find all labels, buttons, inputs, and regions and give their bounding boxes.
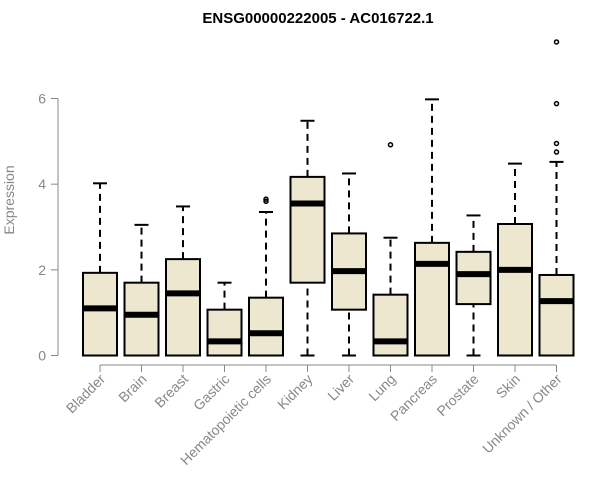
x-tick-label: Prostate (433, 371, 481, 419)
box-hematopoietic-cells (248, 196, 284, 357)
y-axis: 0 2 4 6 (38, 91, 59, 364)
box-unknown-other (538, 39, 575, 357)
y-tick-label: 0 (38, 348, 46, 364)
chart-title: ENSG00000222005 - AC016722.1 (202, 10, 433, 27)
box-pancreas (414, 98, 450, 357)
outlier-point (553, 149, 560, 155)
iqr-box (289, 175, 326, 284)
box-bladder (82, 182, 118, 357)
box-prostate (455, 214, 492, 357)
box-gastric (206, 281, 243, 357)
outlier-point (553, 100, 560, 107)
y-tick-label: 6 (38, 91, 46, 107)
box-series (82, 39, 575, 357)
x-tick-label: Bladder (63, 371, 109, 417)
x-tick-label: Lung (365, 371, 398, 404)
outlier-point (387, 142, 394, 148)
y-tick-label: 2 (38, 262, 46, 278)
iqr-box (497, 223, 533, 357)
box-kidney (289, 119, 326, 357)
outlier-point (263, 196, 269, 202)
outlier-point (553, 140, 560, 147)
box-skin (497, 162, 533, 357)
x-tick-label: Unknown / Other (479, 371, 565, 457)
x-tick-label: Brain (115, 371, 149, 405)
x-tick-label: Breast (151, 371, 191, 411)
y-axis-label: Expression (1, 165, 17, 234)
box-lung (372, 142, 409, 357)
iqr-box (455, 250, 492, 306)
iqr-box (165, 258, 201, 357)
box-brain (123, 223, 160, 357)
outlier-point (553, 39, 560, 45)
box-liver (331, 172, 367, 357)
iqr-box (538, 273, 575, 357)
iqr-box (206, 308, 243, 357)
iqr-box (82, 271, 118, 357)
outlier-point (263, 198, 269, 205)
x-tick-label: Liver (324, 371, 357, 404)
y-tick-label: 4 (38, 176, 46, 192)
iqr-box (248, 296, 284, 357)
iqr-box (372, 293, 409, 357)
x-tick-label: Skin (493, 371, 524, 402)
box-breast (165, 205, 201, 357)
x-tick-label: Kidney (274, 371, 316, 413)
iqr-box (414, 241, 450, 357)
iqr-box (123, 281, 160, 357)
